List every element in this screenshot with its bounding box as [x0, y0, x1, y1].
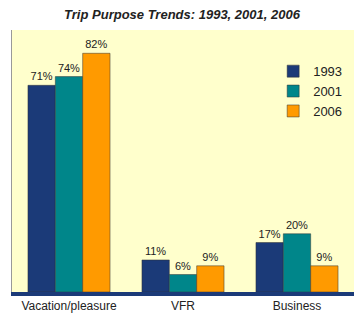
svg-text:20%: 20% — [286, 219, 308, 231]
svg-text:Vacation/pleasure: Vacation/pleasure — [21, 299, 117, 313]
svg-text:2001: 2001 — [313, 84, 342, 99]
svg-text:Business: Business — [273, 299, 322, 313]
svg-text:9%: 9% — [202, 251, 218, 263]
svg-text:17%: 17% — [259, 228, 281, 240]
svg-text:2006: 2006 — [313, 104, 342, 119]
svg-text:VFR: VFR — [171, 299, 195, 313]
svg-text:6%: 6% — [175, 260, 191, 272]
svg-text:9%: 9% — [316, 251, 332, 263]
svg-text:1993: 1993 — [313, 64, 342, 79]
svg-text:Trip Purpose Trends: 1993, 200: Trip Purpose Trends: 1993, 2001, 2006 — [64, 7, 301, 22]
svg-text:82%: 82% — [85, 38, 107, 50]
svg-text:71%: 71% — [31, 70, 53, 82]
svg-text:11%: 11% — [145, 245, 166, 257]
svg-text:74%: 74% — [58, 62, 80, 74]
